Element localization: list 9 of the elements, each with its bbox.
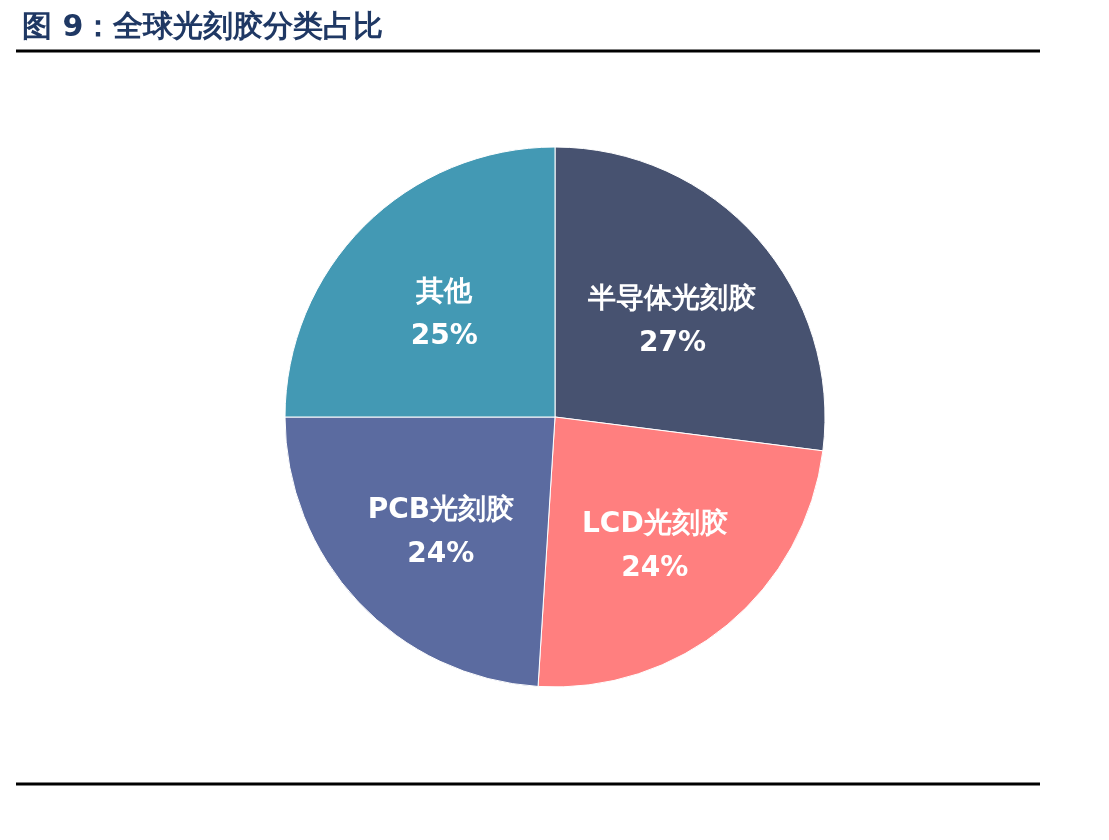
chart-title: 图 9：全球光刻胶分类占比 (22, 8, 384, 43)
data-label: 24% (621, 549, 689, 583)
data-label: 27% (638, 325, 706, 359)
slice-label: PCB光刻胶 (367, 492, 515, 526)
data-label: 25% (410, 318, 478, 352)
data-label: 24% (407, 536, 475, 570)
slice-label: LCD光刻胶 (582, 505, 728, 539)
slice-label: 半导体光刻胶 (587, 281, 757, 315)
slice-label: 其他 (415, 274, 474, 308)
